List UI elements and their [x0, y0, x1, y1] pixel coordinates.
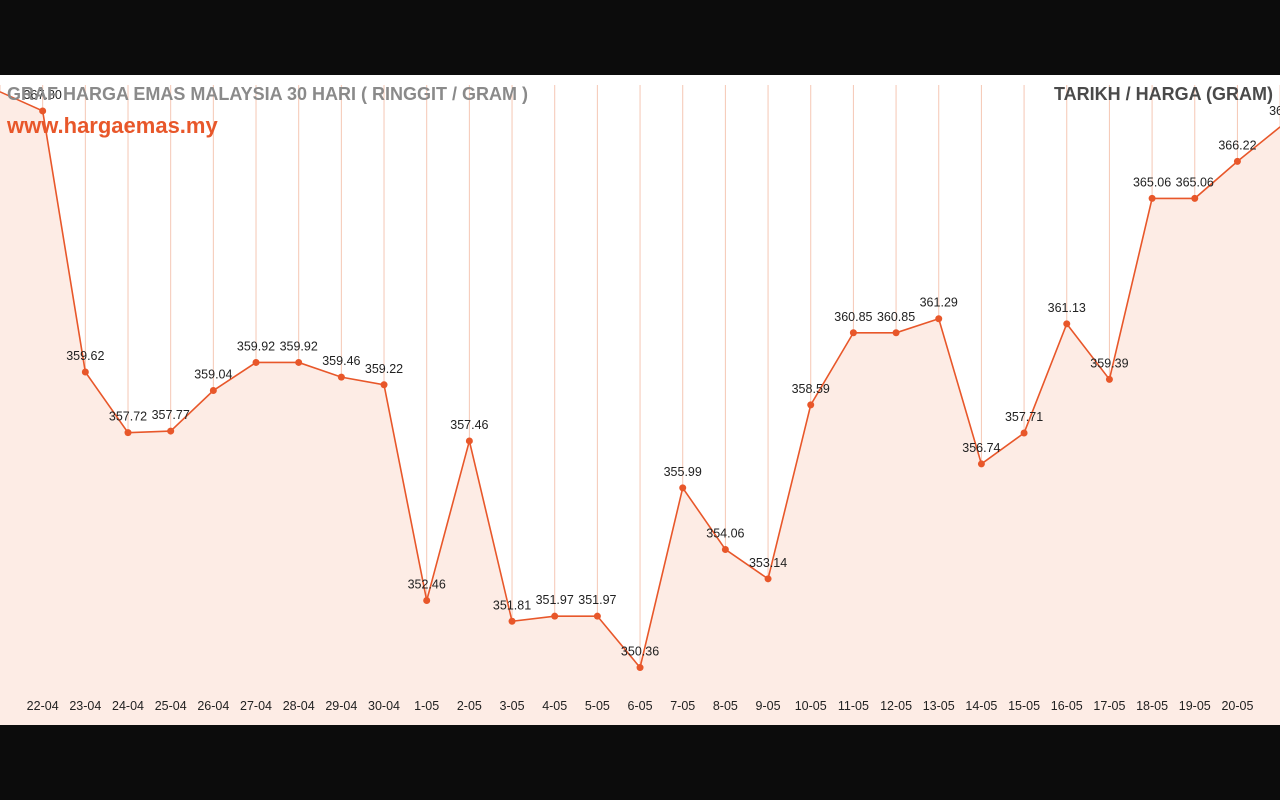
x-tick-label: 11-05	[838, 699, 869, 713]
data-point	[295, 358, 303, 366]
x-tick-label: 19-05	[1179, 699, 1211, 713]
chart-legend: TARIKH / HARGA (GRAM)	[1054, 84, 1273, 104]
x-tick-label: 10-05	[795, 699, 827, 713]
x-tick-label: 24-04	[112, 699, 144, 713]
data-point	[679, 484, 687, 492]
website-link[interactable]: www.hargaemas.my	[7, 113, 218, 138]
data-label: 357.77	[152, 408, 190, 422]
data-point	[81, 368, 89, 376]
data-point	[508, 617, 516, 625]
data-label: 361.29	[920, 296, 958, 310]
data-label: 353.14	[749, 556, 787, 570]
x-tick-label: 13-05	[923, 699, 955, 713]
x-tick-label: 29-04	[325, 699, 357, 713]
data-point	[252, 358, 260, 366]
data-point	[1020, 429, 1028, 437]
data-point	[423, 597, 431, 605]
x-tick-label: 28-04	[283, 699, 315, 713]
data-label: 366.22	[1218, 138, 1256, 152]
data-label: 352.46	[408, 578, 446, 592]
data-point	[209, 387, 217, 395]
x-tick-label: 23-04	[69, 699, 101, 713]
data-label: 357.71	[1005, 410, 1043, 424]
x-tick-label: 15-05	[1008, 699, 1040, 713]
data-label: 358.59	[792, 382, 830, 396]
data-point	[849, 329, 857, 337]
x-tick-label: 5-05	[585, 699, 610, 713]
data-point	[1063, 320, 1071, 328]
data-label: 351.97	[536, 593, 574, 607]
data-label: 359.92	[237, 339, 275, 353]
data-label: 359.22	[365, 362, 403, 376]
data-point	[977, 460, 985, 468]
data-point	[337, 373, 345, 381]
x-tick-label: 9-05	[756, 699, 781, 713]
data-label: 365.06	[1176, 175, 1214, 189]
data-label: 354.06	[706, 526, 744, 540]
x-tick-label: 12-05	[880, 699, 912, 713]
x-tick-label: 4-05	[542, 699, 567, 713]
data-point	[721, 545, 729, 553]
x-tick-label: 3-05	[500, 699, 525, 713]
gold-price-chart: 367.80 359.62 357.72 357.77 359.04 359.92 359.…	[0, 85, 1280, 725]
x-tick-label: 22-04	[27, 699, 59, 713]
data-point	[807, 401, 815, 409]
chart-title: GRAF HARGA EMAS MALAYSIA 30 HARI ( RINGG…	[7, 84, 529, 104]
data-label: 359.62	[66, 349, 104, 363]
x-tick-label: 17-05	[1093, 699, 1125, 713]
data-label: 357.72	[109, 410, 147, 424]
data-label: 357.46	[450, 418, 488, 432]
x-tick-label: 30-04	[368, 699, 400, 713]
data-label: 365.06	[1133, 175, 1171, 189]
area-fill	[0, 91, 1280, 725]
data-label: 351.97	[578, 593, 616, 607]
data-label: 361.13	[1048, 301, 1086, 315]
data-point	[39, 107, 47, 115]
data-point	[1233, 157, 1241, 165]
data-label: 359.92	[280, 339, 318, 353]
data-point	[935, 315, 943, 323]
x-tick-label: 18-05	[1136, 699, 1168, 713]
data-point	[892, 329, 900, 337]
x-tick-label: 2-05	[457, 699, 482, 713]
x-tick-label: 26-04	[197, 699, 229, 713]
data-label: 351.81	[493, 598, 531, 612]
data-label: 350.36	[621, 645, 659, 659]
data-label: 355.99	[664, 465, 702, 479]
x-tick-label: 16-05	[1051, 699, 1083, 713]
data-label: 359.46	[322, 354, 360, 368]
data-point	[764, 575, 772, 583]
data-point	[551, 612, 559, 620]
data-point	[1191, 194, 1199, 202]
x-tick-label: 25-04	[155, 699, 187, 713]
x-tick-label: 1-05	[414, 699, 439, 713]
data-label: 360.85	[877, 310, 915, 324]
data-label: 360.85	[834, 310, 872, 324]
data-point	[636, 664, 644, 672]
x-tick-label: 27-04	[240, 699, 272, 713]
data-point	[1148, 194, 1156, 202]
data-point	[167, 427, 175, 435]
x-tick-label: 7-05	[670, 699, 695, 713]
data-point	[593, 612, 601, 620]
data-label: 367.80	[24, 88, 62, 102]
data-point	[124, 429, 132, 437]
x-tick-label: 20-05	[1221, 699, 1253, 713]
chart-panel: 367.80 359.62 357.72 357.77 359.04 359.92 359.…	[0, 75, 1280, 725]
data-point	[380, 381, 388, 389]
data-label: 359.39	[1090, 356, 1128, 370]
data-point	[1105, 375, 1113, 383]
x-tick-label: 6-05	[628, 699, 653, 713]
x-tick-label: 14-05	[965, 699, 997, 713]
x-tick-label: 8-05	[713, 699, 738, 713]
data-label: 356.74	[962, 441, 1000, 455]
data-label: 359.04	[194, 368, 232, 382]
data-point	[465, 437, 473, 445]
data-label: 367	[1269, 104, 1280, 118]
